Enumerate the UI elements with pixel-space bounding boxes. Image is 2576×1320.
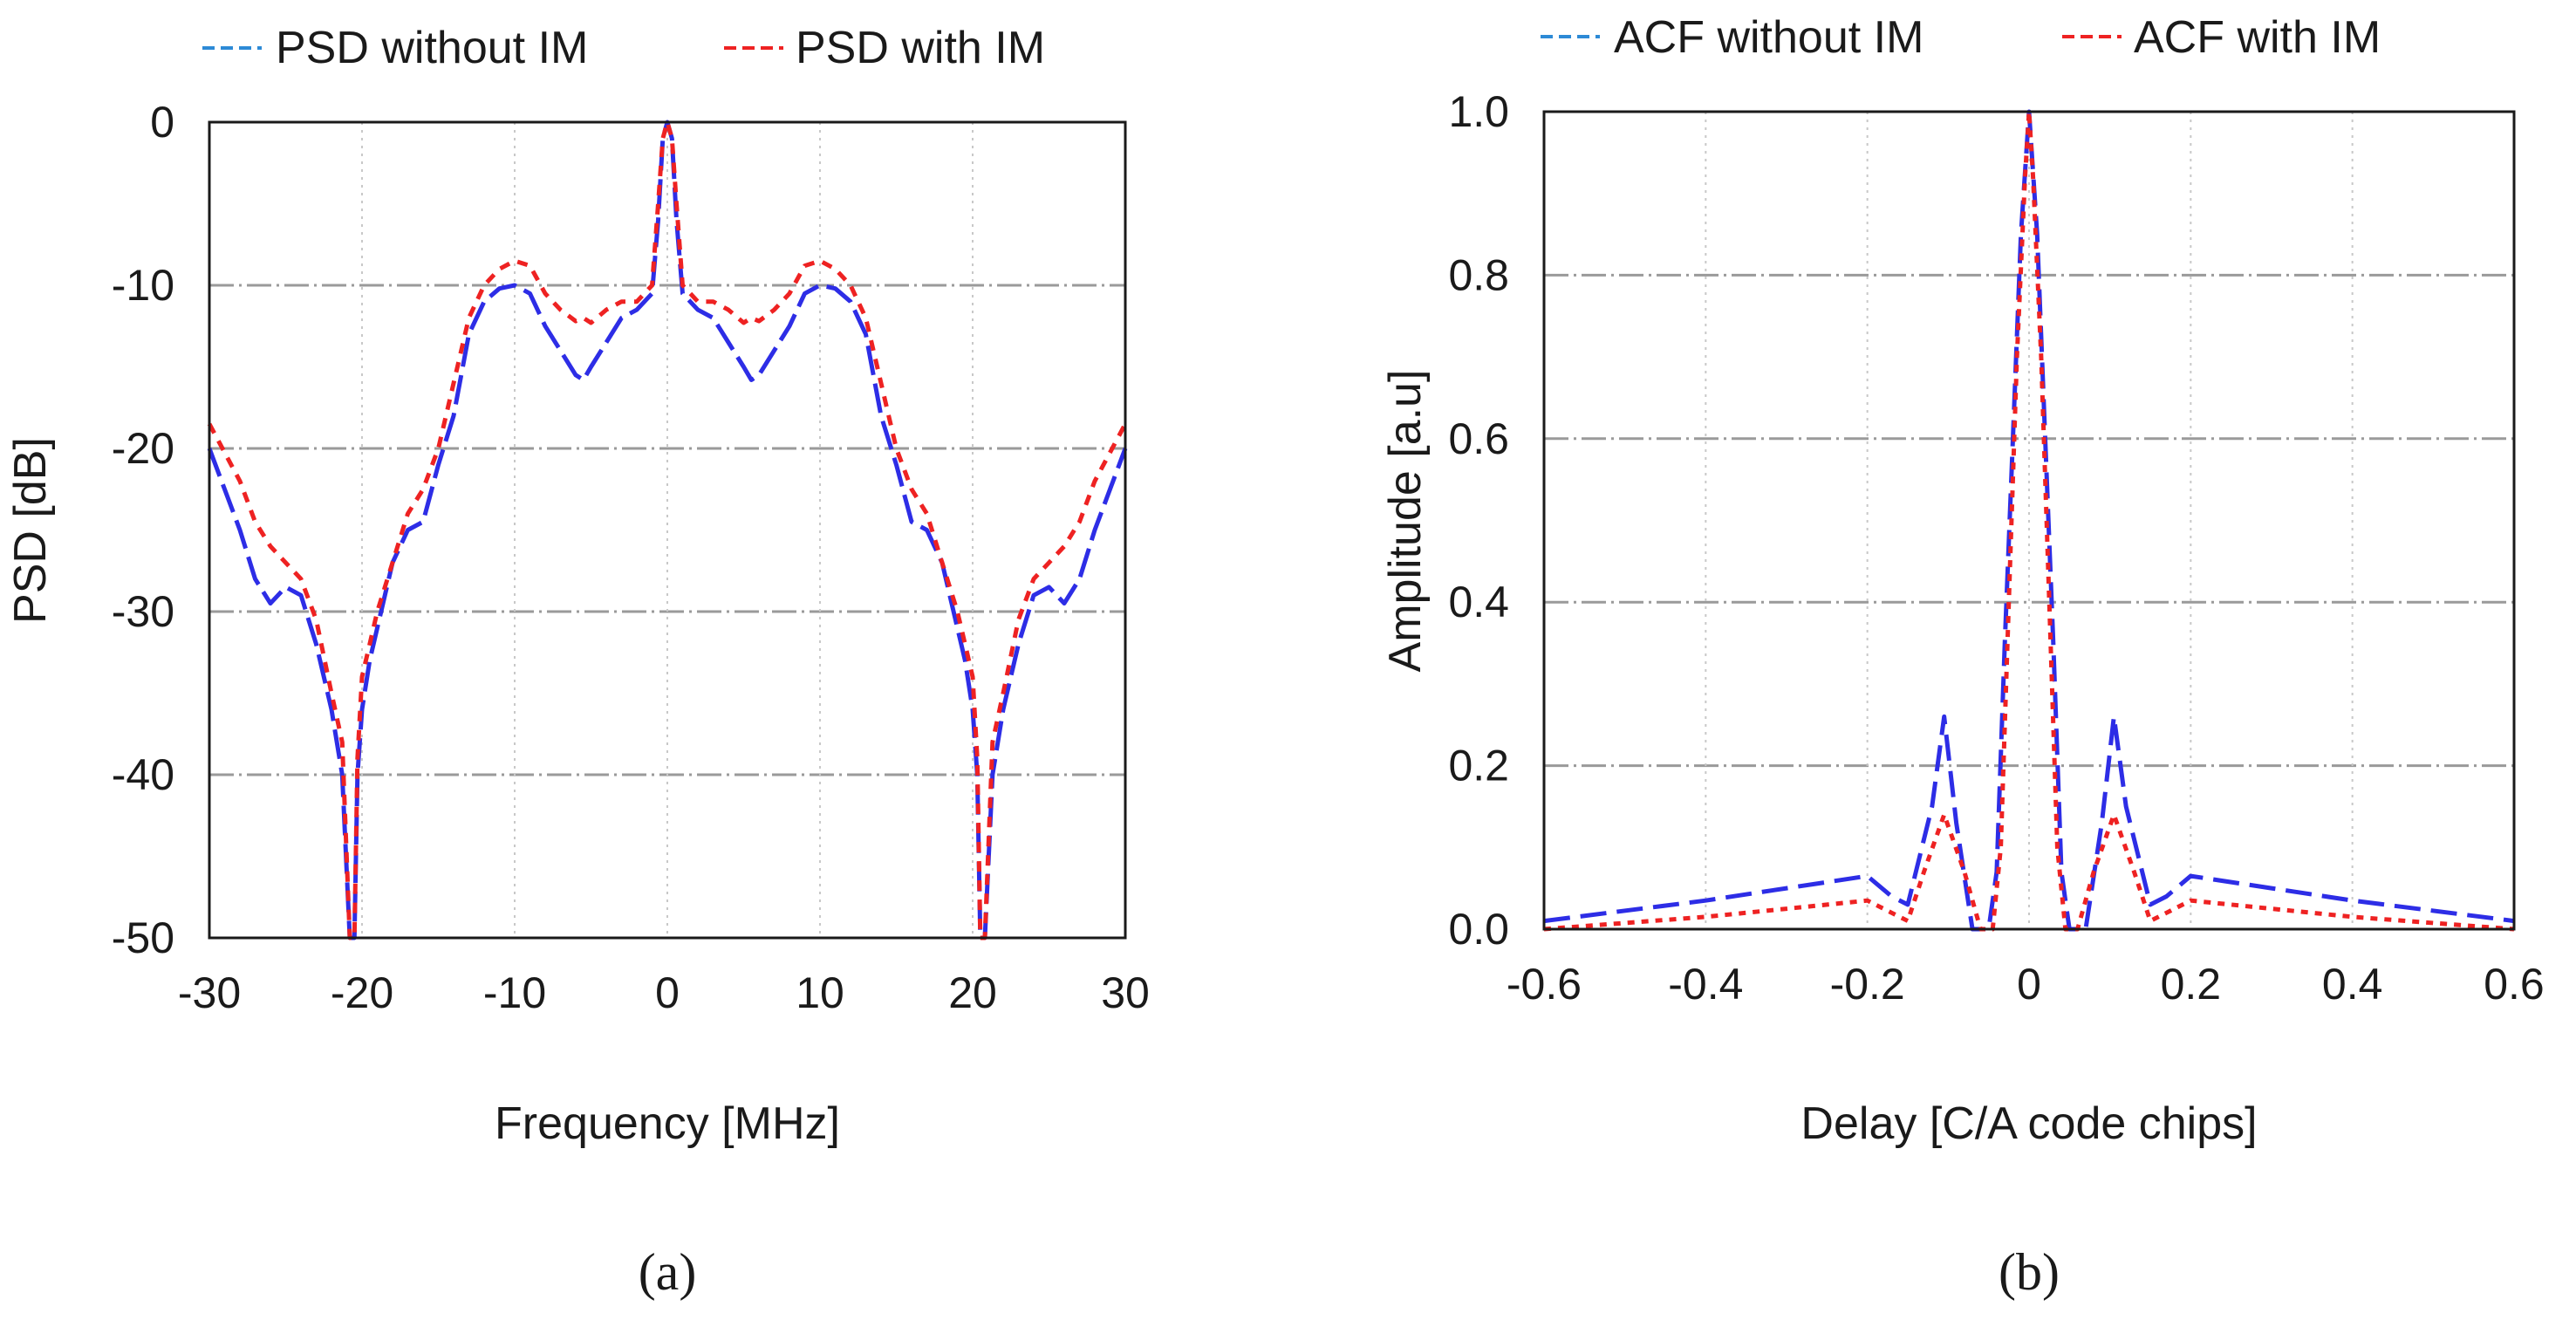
series-line-2: [207, 120, 1128, 940]
x-tick-label: -0.4: [1668, 960, 1743, 1009]
x-tick-label: 20: [948, 968, 997, 1017]
panel-b-acf-chart: ACF without IM ACF with IM -0.6 -0.4 -0.2 0…: [1380, 12, 2545, 1301]
y-tick-label: 0.4: [1448, 578, 1509, 626]
legend-b-series-2-label: ACF with IM: [2134, 12, 2381, 63]
y-tick-label: 0.0: [1448, 905, 1509, 954]
panel-b-y-axis-label: Amplitude [a.u]: [1380, 370, 1431, 673]
legend-b-series-1-label: ACF without IM: [1614, 12, 1923, 63]
legend-a-series-1-label: PSD without IM: [276, 23, 588, 73]
legend-a-series-2-label: PSD with IM: [796, 23, 1045, 73]
x-tick-label: -0.6: [1507, 960, 1582, 1009]
y-tick-label: -20: [112, 424, 174, 473]
y-tick-label: 0: [150, 98, 174, 147]
y-tick-label: 0.6: [1448, 414, 1509, 463]
panel-b-x-axis-label: Delay [C/A code chips]: [1800, 1098, 2257, 1149]
y-tick-label: 1.0: [1448, 87, 1509, 136]
x-tick-label: -10: [483, 968, 546, 1017]
panel-a-x-axis-label: Frequency [MHz]: [495, 1098, 840, 1149]
panel-a-plot-frame: [208, 120, 1127, 940]
x-tick-label: 30: [1101, 968, 1150, 1017]
panel-a-legend: PSD without IM PSD with IM: [202, 23, 1045, 73]
panel-b-vertical-gridlines: [1705, 112, 2354, 929]
x-tick-label: -0.2: [1830, 960, 1905, 1009]
x-tick-label: -20: [331, 968, 393, 1017]
panel-b-x-tick-labels: -0.6 -0.4 -0.2 0 0.2 0.4 0.6: [1507, 960, 2545, 1009]
panel-b-legend: ACF without IM ACF with IM: [1541, 12, 2381, 63]
y-tick-label: 0.2: [1448, 742, 1509, 790]
panel-b-plot-frame: [1542, 110, 2516, 931]
panel-a-label: (a): [639, 1243, 697, 1301]
y-tick-label: -40: [112, 750, 174, 799]
panel-a-psd-chart: PSD without IM PSD with IM -30 -20 -10 0 10 2…: [5, 23, 1150, 1301]
y-tick-label: -30: [112, 587, 174, 636]
x-tick-label: 10: [796, 968, 844, 1017]
y-tick-label: -50: [112, 913, 174, 962]
x-tick-label: -30: [178, 968, 241, 1017]
y-tick-label: 0.8: [1448, 250, 1509, 299]
x-tick-label: 0.2: [2161, 960, 2222, 1009]
x-tick-label: 0.4: [2322, 960, 2383, 1009]
panel-a-x-tick-labels: -30 -20 -10 0 10 20 30: [178, 968, 1150, 1017]
panel-a-y-tick-labels: 0 -10 -20 -30 -40 -50: [112, 98, 174, 962]
panel-a-vertical-gridlines: [361, 122, 974, 938]
y-tick-label: -10: [112, 261, 174, 310]
panel-a-y-axis-label: PSD [dB]: [5, 437, 56, 624]
x-tick-label: 0: [2017, 960, 2041, 1009]
panel-b-label: (b): [1999, 1243, 2060, 1301]
x-tick-label: 0.6: [2484, 960, 2545, 1009]
panel-b-y-tick-labels: 1.0 0.8 0.6 0.4 0.2 0.0: [1448, 87, 1509, 954]
x-tick-label: 0: [655, 968, 680, 1017]
